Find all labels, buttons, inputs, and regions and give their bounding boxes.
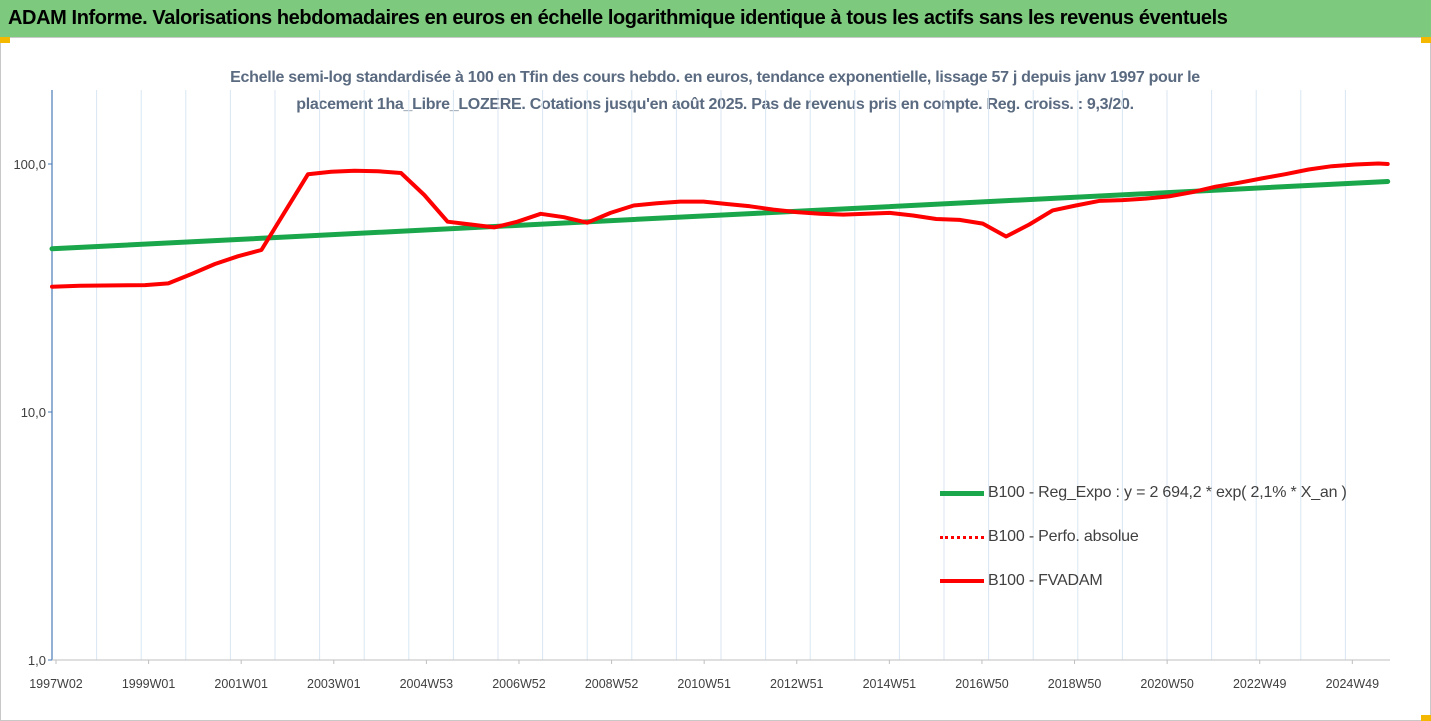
legend-swatch-fvadam bbox=[940, 579, 984, 583]
series-line-fvadam bbox=[50, 161, 1390, 289]
chart-subtitle-line-1: Echelle semi-log standardisée à 100 en T… bbox=[230, 69, 1200, 86]
legend-label-perfo: B100 - Perfo. absolue bbox=[988, 528, 1139, 545]
chart-subtitle: Echelle semi-log standardisée à 100 en T… bbox=[170, 64, 1260, 118]
x-tick-label: 2016W50 bbox=[955, 677, 1009, 691]
x-tick-label: 2020W50 bbox=[1140, 677, 1194, 691]
x-tick-label: 2006W52 bbox=[492, 677, 546, 691]
x-tick-label: 1999W01 bbox=[122, 677, 176, 691]
y-tick-label: 100,0 bbox=[13, 157, 46, 172]
x-tick-label: 2022W49 bbox=[1233, 677, 1287, 691]
x-tick-label: 2024W49 bbox=[1326, 677, 1380, 691]
corner-accent-right bbox=[1421, 37, 1431, 43]
y-tick-label: 10,0 bbox=[21, 405, 46, 420]
report-title: ADAM Informe. Valorisations hebdomadaire… bbox=[8, 7, 1228, 29]
report-title-bar: ADAM Informe. Valorisations hebdomadaire… bbox=[0, 0, 1431, 37]
corner-accent-left bbox=[0, 37, 10, 43]
x-tick-label: 2001W01 bbox=[214, 677, 268, 691]
x-tick-label: 2004W53 bbox=[400, 677, 454, 691]
y-tick-label: 1,0 bbox=[28, 653, 46, 668]
legend-label-trend: B100 - Reg_Expo : y = 2 694,2 * exp( 2,1… bbox=[988, 484, 1347, 501]
chart-legend: B100 - Reg_Expo : y = 2 694,2 * exp( 2,1… bbox=[940, 482, 1347, 614]
legend-swatch-perfo bbox=[940, 535, 984, 539]
x-tick-label: 2014W51 bbox=[863, 677, 917, 691]
x-tick-label: 2003W01 bbox=[307, 677, 361, 691]
legend-item-perfo: B100 - Perfo. absolue bbox=[940, 526, 1347, 548]
legend-item-fvadam: B100 - FVADAM bbox=[940, 570, 1347, 592]
chart-subtitle-line-2: placement 1ha_Libre_LOZERE. Cotations ju… bbox=[296, 96, 1134, 113]
x-tick-label: 2008W52 bbox=[585, 677, 639, 691]
corner-accent-bottom-right bbox=[1421, 715, 1431, 721]
x-tick-label: 2010W51 bbox=[677, 677, 731, 691]
x-tick-label: 2018W50 bbox=[1048, 677, 1102, 691]
x-tick-label: 2012W51 bbox=[770, 677, 824, 691]
series-line-trend bbox=[49, 179, 1391, 252]
legend-item-trend: B100 - Reg_Expo : y = 2 694,2 * exp( 2,1… bbox=[940, 482, 1347, 504]
legend-label-fvadam: B100 - FVADAM bbox=[988, 572, 1103, 589]
x-tick-label: 1997W02 bbox=[29, 677, 83, 691]
legend-swatch-trend bbox=[940, 490, 984, 496]
